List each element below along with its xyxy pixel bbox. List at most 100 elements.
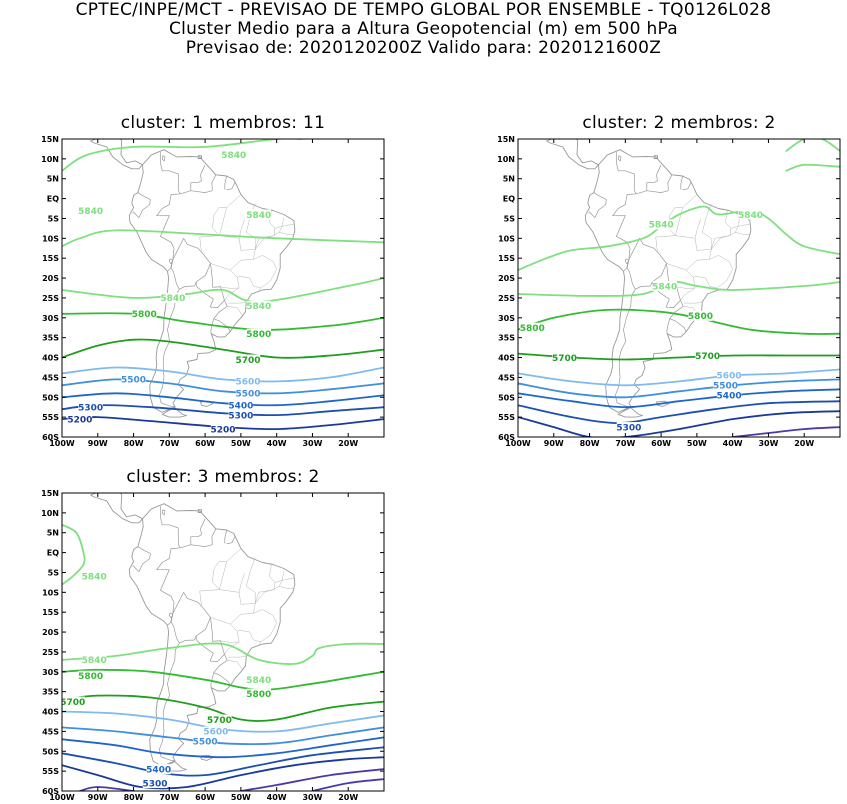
country-border <box>190 518 206 545</box>
lat-label: 15N <box>41 489 59 498</box>
coastline <box>128 503 296 767</box>
country-border <box>156 544 231 686</box>
lat-label: 35S <box>498 334 515 343</box>
lat-label: 20S <box>498 274 515 283</box>
contour-label-bg <box>246 674 271 685</box>
contour-label-bg <box>82 571 107 582</box>
contour-5840 <box>785 139 840 152</box>
lat-label: EQ <box>47 549 59 558</box>
contour-5700 <box>62 694 384 722</box>
state-border <box>254 210 276 250</box>
contour-label-bg <box>246 688 271 699</box>
panel-3-title: cluster: 3 membros: 2 <box>126 467 320 487</box>
lat-label: 60S <box>42 433 59 442</box>
country-border <box>195 635 225 662</box>
lon-label: 50W <box>231 793 251 802</box>
state-border <box>212 548 242 582</box>
lat-label: 15S <box>42 608 59 617</box>
state-border <box>230 603 256 625</box>
lat-label: 5S <box>504 214 516 223</box>
lat-label: 5N <box>503 175 515 184</box>
coastline <box>128 149 296 413</box>
coastline <box>90 139 143 170</box>
country-border <box>667 174 673 191</box>
coastline <box>200 754 214 761</box>
lon-label: 70W <box>159 793 179 802</box>
lake-outline <box>624 258 630 265</box>
contour-label: 5840 <box>246 676 271 686</box>
state-border <box>199 207 227 253</box>
contour-label: 5300 <box>616 423 641 433</box>
state-border <box>227 660 243 670</box>
contour-label: 5700 <box>552 354 577 364</box>
contour-label: 5700 <box>695 352 720 362</box>
country-border <box>226 535 236 545</box>
contour-5400 <box>62 736 384 759</box>
contour-label-bg <box>146 764 171 775</box>
state-border <box>228 301 246 304</box>
lat-label: 35S <box>42 334 59 343</box>
lat-label: 15S <box>42 254 59 263</box>
lat-label: EQ <box>503 195 515 204</box>
state-border <box>710 210 732 250</box>
state-border <box>258 287 261 293</box>
map-frame <box>61 138 385 438</box>
lat-label: 45S <box>42 373 59 382</box>
state-border <box>224 641 240 655</box>
contour-label-bg <box>192 736 218 747</box>
lon-label: 70W <box>615 439 635 448</box>
contour-label: 5400 <box>146 765 171 775</box>
coastline <box>617 407 643 418</box>
contour-label-bg <box>552 352 577 363</box>
country-border <box>211 174 217 191</box>
coastline <box>584 149 752 413</box>
lat-label: 10N <box>41 155 59 164</box>
lat-label: 30S <box>42 668 59 677</box>
state-border <box>734 224 751 235</box>
state-border <box>210 617 240 643</box>
country-border <box>224 529 227 544</box>
contour-label-bg <box>221 149 246 160</box>
lat-label: 10S <box>498 234 515 243</box>
lon-label: 20W <box>338 793 358 802</box>
lat-label: 50S <box>42 747 59 756</box>
state-border <box>237 255 277 289</box>
map-panel-cluster-2: 5840 5840 5840 5800 5800 5700 5700 560055005400… <box>497 135 841 448</box>
contour-label: 5500 <box>713 382 738 392</box>
contour-5840 <box>62 229 384 248</box>
lon-label: 40W <box>723 439 743 448</box>
state-border <box>212 194 242 228</box>
contour-5840 <box>62 139 303 172</box>
lat-label: 15N <box>497 135 515 144</box>
country-border <box>588 192 607 219</box>
contour-label: 5400 <box>228 402 253 412</box>
lat-label: 50S <box>42 393 59 402</box>
lat-label: 25S <box>42 648 59 657</box>
lat-label: 10S <box>42 234 59 243</box>
contour-label-bg <box>160 292 186 303</box>
contour-label: 5600 <box>717 372 742 382</box>
contour-label: 5300 <box>78 404 103 414</box>
lon-label: 100W <box>49 439 75 448</box>
lat-label: 40S <box>42 354 59 363</box>
lat-label: 5N <box>47 175 59 184</box>
contour-label-bg <box>203 726 229 737</box>
lon-label: 30W <box>302 793 322 802</box>
contour-label: 5700 <box>236 356 261 366</box>
contour-label: 5840 <box>649 221 674 231</box>
contour-label-bg <box>648 219 674 230</box>
contour-label-bg <box>78 670 103 681</box>
contour-label: 5500 <box>236 390 261 400</box>
contour-label: 5300 <box>228 411 253 421</box>
lon-label: 80W <box>124 439 144 448</box>
contour-5840 <box>62 277 384 303</box>
lat-label: 10N <box>41 509 59 518</box>
contour-label-bg <box>688 310 713 321</box>
lat-label: 55S <box>42 413 59 422</box>
contour-label: 5800 <box>520 324 545 334</box>
contour-label-bg <box>132 308 157 319</box>
state-border <box>278 224 295 235</box>
state-border <box>237 609 277 643</box>
country-border <box>132 192 151 219</box>
contour-label-bg <box>142 778 168 789</box>
